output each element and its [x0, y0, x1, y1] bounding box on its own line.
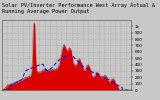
Text: Solar PV/Inverter Performance West Array Actual & Running Average Power Output: Solar PV/Inverter Performance West Array…	[2, 3, 155, 14]
